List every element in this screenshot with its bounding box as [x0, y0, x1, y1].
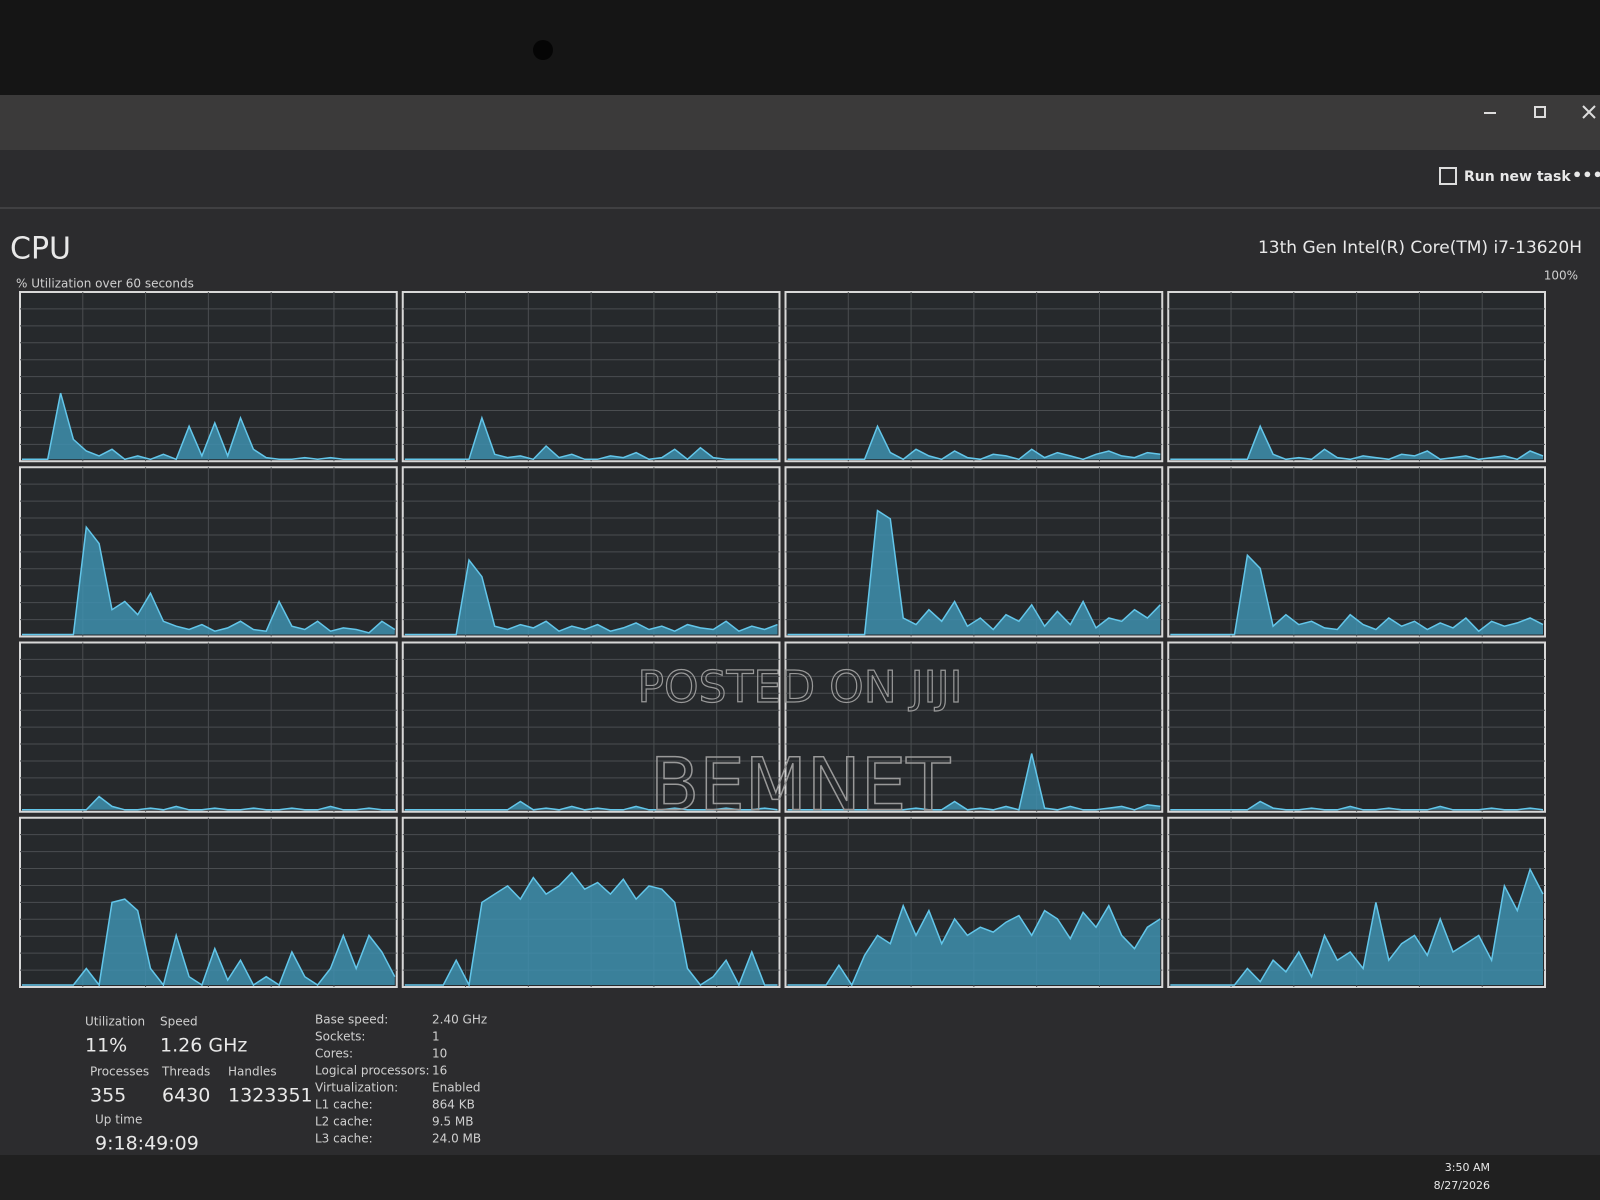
core-line — [404, 871, 778, 988]
core-area — [22, 393, 395, 460]
stat-value: 355 — [90, 1085, 126, 1107]
core-area — [22, 899, 395, 985]
core-line — [1170, 424, 1544, 461]
stat-label: Utilization — [85, 1015, 145, 1029]
detail-label: Logical processors: — [315, 1064, 430, 1078]
core-line — [1170, 553, 1544, 636]
camera — [533, 40, 553, 60]
detail-label: Base speed: — [315, 1013, 388, 1027]
core-graphs — [19, 291, 1546, 988]
core-line — [787, 424, 1161, 461]
page-title: CPU — [10, 232, 71, 267]
core-line — [787, 509, 1161, 636]
clock-date: 8/27/2026 — [1434, 1179, 1490, 1192]
stat-value: 1323351 — [228, 1085, 313, 1107]
clock-time: 3:50 AM — [1445, 1161, 1490, 1174]
stat-label: Speed — [160, 1015, 198, 1029]
detail-value: 2.40 GHz — [432, 1013, 487, 1027]
stats: Utilization 11% Speed 1.26 GHz Processes 355 T… — [85, 1015, 313, 1155]
detail-value: 1 — [432, 1030, 440, 1044]
core-line — [1170, 800, 1544, 811]
window-controls[interactable] — [1484, 105, 1596, 119]
stat-label: Processes — [90, 1065, 149, 1079]
core-line — [404, 558, 778, 636]
detail-label: L2 cache: — [315, 1115, 373, 1129]
detail-value: 10 — [432, 1047, 447, 1061]
stat-label: Threads — [161, 1065, 210, 1079]
core-area — [404, 872, 778, 985]
graph-max-label: 100% — [1544, 269, 1578, 283]
taskbar — [0, 1155, 1600, 1200]
core-area — [1170, 869, 1543, 985]
stat-value: 11% — [85, 1035, 127, 1057]
run-task-icon[interactable] — [1439, 167, 1457, 185]
stat-value: 9:18:49:09 — [95, 1133, 199, 1155]
detail-value: Enabled — [432, 1081, 481, 1095]
watermark: BEMNET — [650, 743, 951, 827]
core-line — [404, 800, 778, 811]
stat-label: Handles — [228, 1065, 277, 1079]
core-area — [404, 417, 778, 460]
title-bar — [0, 95, 1600, 150]
detail-value: 16 — [432, 1064, 447, 1078]
core-area — [787, 510, 1161, 635]
stat-label: Up time — [95, 1113, 142, 1127]
core-area — [404, 560, 778, 635]
core-line — [787, 753, 1161, 811]
processor-name: 13th Gen Intel(R) Core(TM) i7-13620H — [1258, 238, 1582, 258]
core-area — [22, 796, 395, 810]
bezel — [0, 0, 1600, 95]
core-line — [22, 392, 395, 461]
detail-label: Sockets: — [315, 1030, 365, 1044]
detail-label: L1 cache: — [315, 1098, 373, 1112]
details: Base speed: 2.40 GHz Sockets: 1 Cores: 10Logi… — [315, 1013, 487, 1146]
core-area — [1170, 555, 1543, 635]
detail-value: 24.0 MB — [432, 1132, 481, 1146]
stat-value: 6430 — [162, 1085, 210, 1107]
detail-label: Virtualization: — [315, 1081, 398, 1095]
graph-caption: % Utilization over 60 seconds — [16, 277, 194, 291]
more-button[interactable]: ••• — [1572, 166, 1600, 185]
detail-label: L3 cache: — [315, 1132, 373, 1146]
detail-label: Cores: — [315, 1047, 353, 1061]
watermark: POSTED ON JIJI — [637, 662, 962, 713]
detail-value: 864 KB — [432, 1098, 475, 1112]
core-line — [1170, 867, 1544, 986]
core-line — [22, 898, 396, 987]
maximize[interactable] — [1534, 106, 1546, 118]
core-line — [22, 525, 396, 636]
detail-value: 9.5 MB — [432, 1115, 473, 1129]
core-line — [787, 903, 1161, 987]
close[interactable] — [1582, 105, 1596, 119]
core-area — [787, 905, 1161, 985]
run-new-task[interactable]: Run new task — [1464, 169, 1571, 185]
core-line — [22, 795, 395, 811]
core-line — [404, 415, 778, 461]
stat-value: 1.26 GHz — [160, 1035, 247, 1057]
